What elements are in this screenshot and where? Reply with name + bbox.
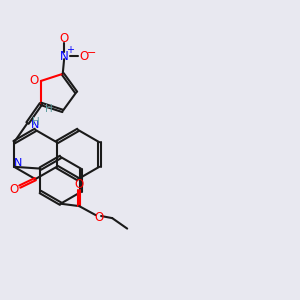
Text: O: O xyxy=(9,182,18,196)
Text: O: O xyxy=(95,211,104,224)
Text: O: O xyxy=(30,74,39,87)
Text: −: − xyxy=(87,48,96,58)
Text: O: O xyxy=(79,50,88,63)
Text: N: N xyxy=(31,120,40,130)
Text: N: N xyxy=(14,158,22,168)
Text: O: O xyxy=(75,178,84,191)
Text: O: O xyxy=(59,32,69,45)
Text: H: H xyxy=(46,104,53,114)
Text: H: H xyxy=(32,117,40,127)
Text: +: + xyxy=(66,45,74,55)
Text: N: N xyxy=(60,50,68,63)
